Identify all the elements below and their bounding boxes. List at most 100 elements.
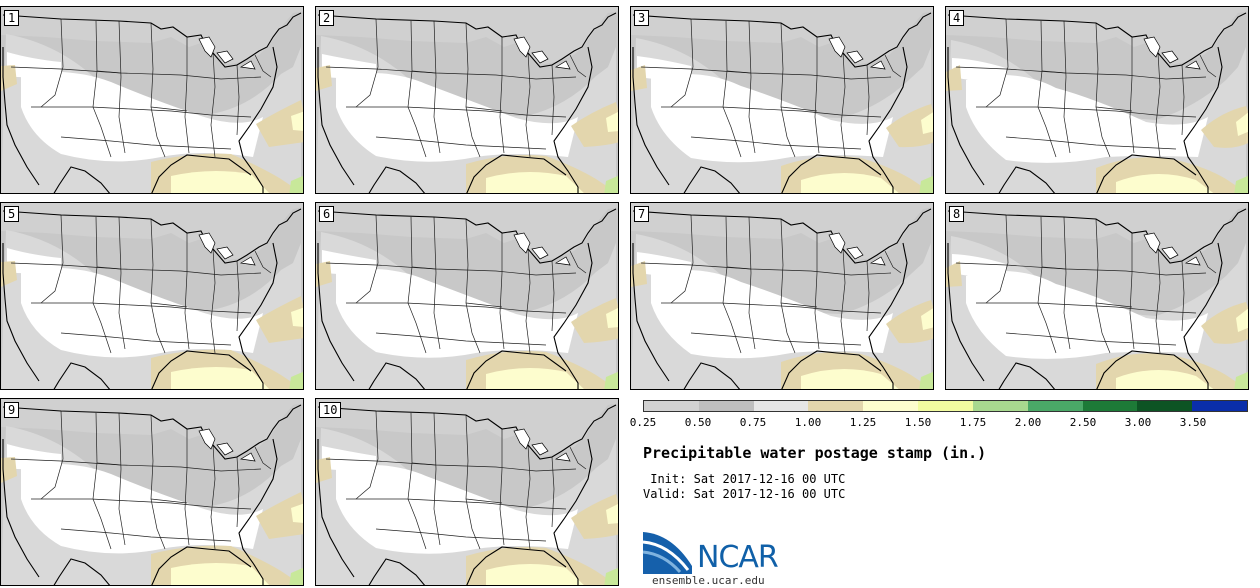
state-border	[236, 260, 240, 332]
state-border	[96, 462, 122, 466]
pw-yellow-region	[486, 564, 584, 585]
map-svg	[316, 203, 618, 389]
state-border	[569, 250, 587, 274]
pw-yellow-region	[171, 562, 270, 585]
state-border	[670, 18, 694, 108]
state-border	[411, 266, 437, 270]
pw-yellow-region	[606, 504, 618, 524]
state-border	[1155, 248, 1161, 354]
pw-tan-region	[571, 102, 618, 147]
coastline	[317, 208, 617, 389]
member-number: 4	[949, 10, 965, 26]
state-border	[355, 214, 379, 304]
pw-green-region	[1234, 175, 1248, 193]
state-border	[346, 302, 567, 314]
colorbar-label: 0.50	[684, 416, 712, 429]
map-svg	[946, 203, 1248, 389]
state-border	[955, 66, 1207, 80]
pw-low-region	[966, 271, 1208, 359]
state-border	[814, 233, 820, 350]
colorbar	[643, 400, 1248, 412]
state-border	[254, 446, 272, 470]
state-border	[465, 302, 503, 308]
init-time: Init: Sat 2017-12-16 00 UTC	[643, 472, 845, 486]
state-border	[569, 54, 587, 78]
state-border	[690, 136, 862, 150]
state-border	[499, 429, 505, 546]
pw-tan-region	[571, 298, 618, 343]
state-border	[840, 248, 846, 354]
state-border	[411, 70, 437, 74]
map-svg	[946, 7, 1248, 193]
colorbar-segment	[1192, 401, 1247, 411]
member-number: 7	[634, 206, 650, 222]
state-border	[150, 106, 188, 112]
pw-yellow-region	[921, 112, 933, 134]
pw-low-region	[336, 268, 578, 358]
pw-yellow-region	[1236, 112, 1248, 136]
pw-tan-region	[316, 261, 332, 287]
member-panel-10: 10	[315, 398, 619, 586]
state-border	[1063, 216, 1071, 350]
member-number: 5	[4, 206, 20, 222]
coastline	[2, 404, 302, 585]
state-border	[976, 302, 1197, 314]
state-border	[1095, 106, 1133, 112]
pw-tan-region	[886, 104, 933, 148]
map-svg	[1, 7, 303, 193]
pw-yellow-region	[171, 170, 270, 193]
pw-green-region	[1234, 371, 1248, 389]
colorbar-label: 1.50	[904, 416, 932, 429]
state-border	[433, 216, 441, 350]
state-border	[1095, 302, 1133, 308]
great-lakes	[198, 36, 256, 70]
state-border	[40, 410, 64, 500]
member-panel-4: 4	[945, 6, 1249, 194]
state-border	[40, 214, 64, 304]
colorbar-label: 3.00	[1124, 416, 1152, 429]
pw-low-region	[336, 72, 578, 162]
state-border	[31, 498, 252, 510]
state-border	[150, 498, 188, 504]
state-border	[726, 70, 752, 74]
state-border	[60, 136, 232, 150]
state-border	[10, 66, 262, 80]
state-border	[814, 37, 820, 154]
state-border	[985, 214, 1009, 304]
state-border	[60, 332, 232, 346]
coastline	[947, 12, 1247, 193]
valid-value: Sat 2017-12-16 00 UTC	[693, 487, 846, 501]
state-border	[375, 332, 547, 346]
state-border	[236, 64, 240, 136]
state-border	[780, 106, 818, 112]
state-border	[840, 52, 846, 158]
pw-yellow-region	[801, 369, 899, 389]
state-border	[40, 18, 64, 108]
colorbar-label: 1.25	[849, 416, 877, 429]
state-border	[210, 52, 216, 158]
coastline	[2, 12, 302, 193]
pw-tan-region	[316, 457, 332, 483]
pw-tan-region	[1201, 302, 1248, 344]
state-border	[640, 66, 892, 80]
state-border	[31, 106, 252, 118]
pw-low-region	[651, 73, 893, 163]
chart-title: Precipitable water postage stamp (in.)	[643, 444, 987, 462]
state-border	[551, 456, 555, 528]
colorbar-label: 1.00	[794, 416, 822, 429]
pw-low-region	[952, 58, 1006, 82]
state-border	[184, 429, 190, 546]
state-border	[525, 248, 531, 354]
logo-url: ensemble.ucar.edu	[652, 574, 765, 587]
state-border	[325, 262, 577, 276]
state-border	[254, 54, 272, 78]
pw-low-region	[651, 269, 893, 359]
state-border	[1005, 332, 1177, 346]
pw-tan-region	[256, 492, 303, 539]
state-border	[375, 136, 547, 150]
great-lakes	[513, 232, 571, 266]
state-border	[1155, 52, 1161, 158]
pw-yellow-region	[606, 308, 618, 328]
state-border	[355, 410, 379, 500]
pw-tan-region	[946, 261, 962, 287]
